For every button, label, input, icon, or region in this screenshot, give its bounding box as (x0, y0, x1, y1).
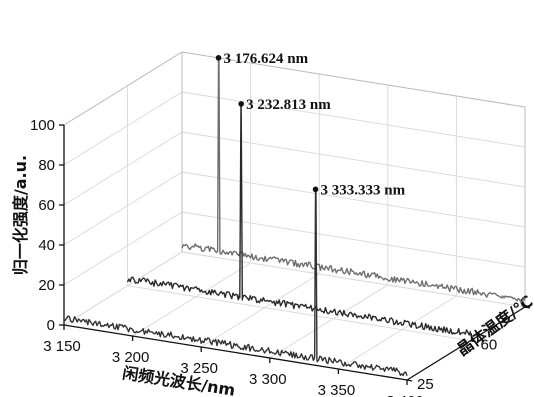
peak-marker (312, 186, 319, 193)
grid-line (63, 211, 183, 286)
grid-line (63, 171, 183, 246)
y-axis (406, 306, 526, 381)
z-tick-label: 0 (47, 317, 55, 334)
x-tick-label: 3 350 (318, 382, 356, 397)
peak-label: 3 232.813 nm (246, 97, 331, 113)
y-tick (406, 379, 413, 382)
series (63, 57, 526, 377)
series-line-25 (63, 188, 408, 377)
x-tick-label: 3 300 (249, 371, 287, 388)
z-axis-title: 归一化强度/a.u. (11, 155, 30, 275)
y-tick (470, 340, 476, 343)
series-line-90 (181, 57, 526, 303)
grid-line (132, 262, 251, 337)
grid-line (181, 91, 526, 148)
z-tick-label: 100 (30, 117, 55, 134)
grid-line (63, 91, 183, 166)
grid-line (269, 284, 389, 359)
x-axis (63, 324, 408, 381)
peak-label: 3 333.333 nm (321, 182, 406, 198)
box-edge (63, 51, 183, 126)
x-tick-label: 3 400 (386, 393, 424, 397)
grid-line (200, 273, 320, 348)
peak-marker (215, 55, 222, 61)
peak-marker (238, 101, 244, 107)
grid-line (181, 131, 526, 188)
peak-label: 3 176.624 nm (224, 51, 309, 67)
box-edge (181, 51, 526, 108)
grid-line (181, 251, 526, 308)
z-tick-label: 80 (38, 157, 55, 174)
grid-line (181, 211, 526, 268)
series-line-60 (126, 103, 472, 336)
y-tick (524, 306, 531, 309)
x-axis-title: 闲频光波长/nm (121, 363, 236, 397)
y-tick-label: 25 (417, 376, 434, 393)
y-tick-label: 60 (481, 337, 498, 354)
labels: 3 176.624 nm 3 232.813 nm 3 333.333 nm (215, 51, 406, 198)
grid-line (181, 171, 526, 228)
x-tick-label: 3 150 (43, 338, 81, 355)
x-tick-label: 3 250 (180, 360, 218, 377)
grid-line (63, 251, 183, 326)
z-tick-label: 40 (38, 237, 55, 254)
grid-line (127, 285, 471, 342)
grid-line (338, 295, 457, 370)
x-tick-label: 3 200 (112, 349, 150, 366)
z-tick-label: 60 (38, 197, 55, 214)
z-tick-label: 20 (38, 277, 55, 294)
grid-line (63, 131, 183, 206)
